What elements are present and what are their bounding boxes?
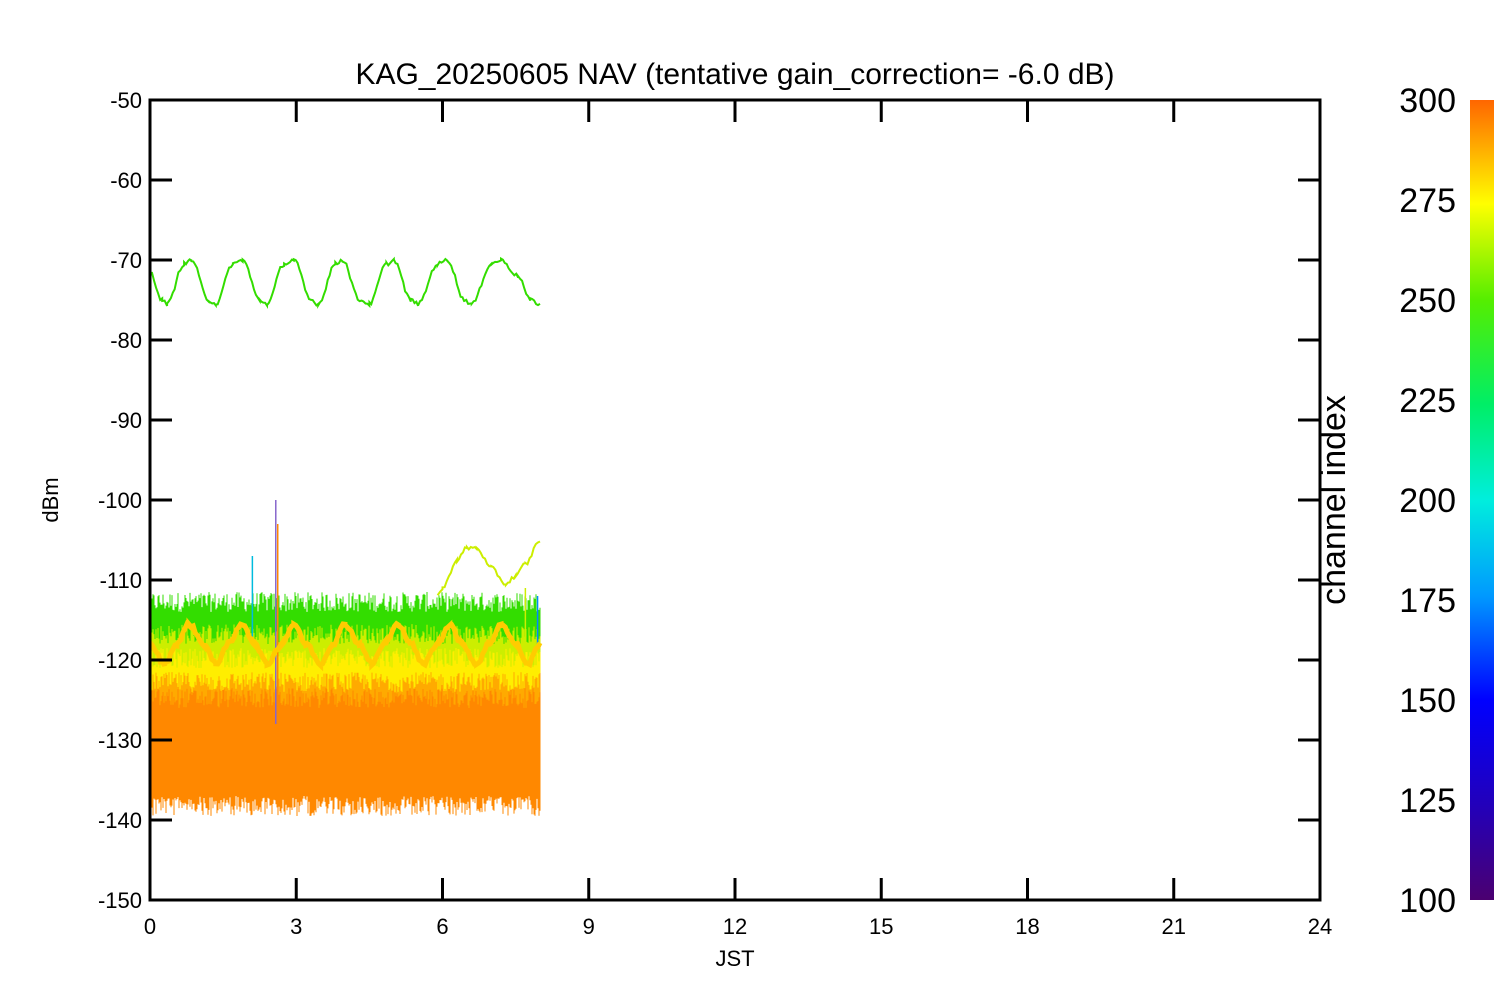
y-axis-label: dBm <box>38 477 63 522</box>
y-axis: -50 -60 -70 -80 -90 -100 -110 -120 -130 -140 -150 <box>98 88 1320 913</box>
x-tick-label: 18 <box>1015 914 1039 939</box>
series-line <box>436 540 541 596</box>
x-axis-label: JST <box>715 946 754 971</box>
colorbar-tick-label: 250 <box>1399 282 1456 320</box>
colorbar-tick-label: 100 <box>1399 882 1456 920</box>
y-tick-label: -120 <box>98 648 142 673</box>
x-tick-label: 6 <box>436 914 448 939</box>
noise-band <box>150 688 541 816</box>
colorbar-tick-label: 275 <box>1399 182 1456 220</box>
colorbar-tick-label: 150 <box>1399 682 1456 720</box>
colorbar-tick-label: 125 <box>1399 782 1456 820</box>
x-tick-label: 15 <box>869 914 893 939</box>
series-line <box>150 256 541 310</box>
y-tick-label: -130 <box>98 728 142 753</box>
y-tick-label: -150 <box>98 888 142 913</box>
y-tick-label: -50 <box>110 88 142 113</box>
y-tick-label: -80 <box>110 328 142 353</box>
x-tick-label: 3 <box>290 914 302 939</box>
colorbar-tick-label: 225 <box>1399 382 1456 420</box>
colorbar-ticks: 300 275 250 225 200 175 150 125 100 <box>1399 82 1456 920</box>
y-tick-label: -60 <box>110 168 142 193</box>
plot-area <box>150 256 543 816</box>
x-tick-label: 24 <box>1308 914 1332 939</box>
colorbar <box>1470 100 1494 900</box>
x-axis: 0 3 6 9 12 15 18 21 24 <box>144 100 1332 939</box>
series-line <box>150 617 543 672</box>
y-tick-label: -100 <box>98 488 142 513</box>
x-tick-label: 12 <box>723 914 747 939</box>
y-tick-label: -140 <box>98 808 142 833</box>
y-tick-label: -70 <box>110 248 142 273</box>
colorbar-tick-label: 200 <box>1399 482 1456 520</box>
colorbar-label: channel index <box>1315 395 1353 605</box>
colorbar-tick-label: 175 <box>1399 582 1456 620</box>
x-tick-label: 21 <box>1162 914 1186 939</box>
colorbar-tick-label: 300 <box>1399 82 1456 120</box>
x-tick-label: 9 <box>583 914 595 939</box>
y-tick-label: -110 <box>100 568 142 593</box>
noise-band-path <box>150 688 541 816</box>
chart-title: KAG_20250605 NAV (tentative gain_correct… <box>355 58 1114 91</box>
x-tick-label: 0 <box>144 914 156 939</box>
y-tick-label: -90 <box>110 408 142 433</box>
